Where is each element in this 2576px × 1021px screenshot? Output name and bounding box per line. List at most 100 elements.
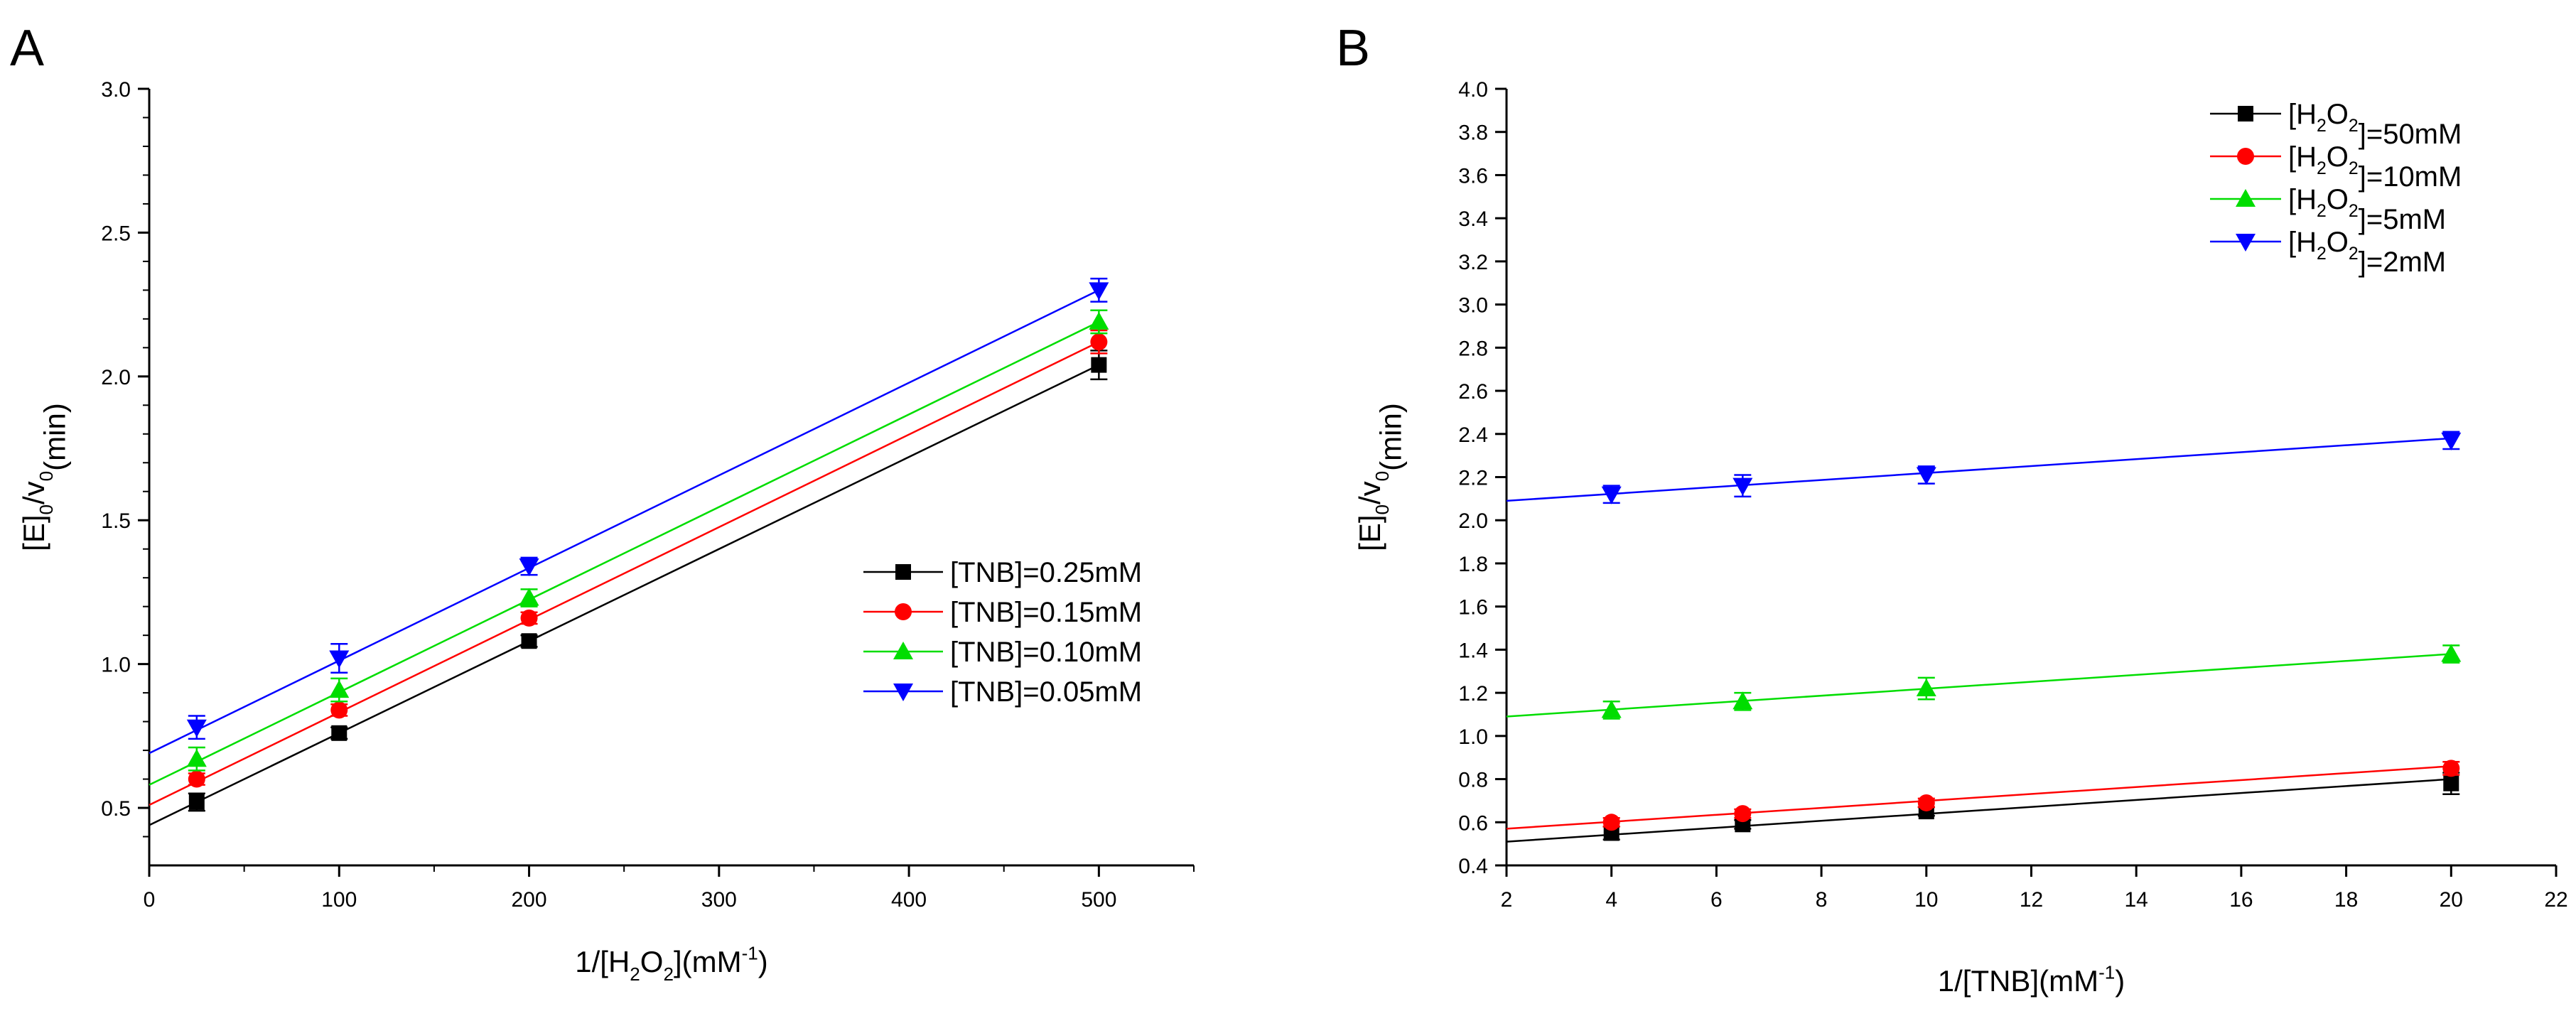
label-part-sub2: 0: [1371, 471, 1393, 481]
label-part-mid: O: [2327, 227, 2349, 258]
data-point: [329, 680, 350, 698]
label-part-sup: -1: [742, 942, 758, 963]
label-part-end: ]=10mM: [2359, 161, 2462, 193]
legend-marker: [893, 642, 913, 659]
legend-label: [TNB]=0.10mM: [950, 637, 1142, 668]
y-tick-label: 2.5: [101, 222, 131, 245]
y-tick-label: 0.6: [1458, 811, 1488, 835]
legend-label: [H2O2]=5mM: [2288, 184, 2446, 235]
series-2: [149, 329, 1108, 806]
label-part-end: ): [2115, 964, 2125, 998]
x-tick-label: 22: [2544, 888, 2567, 912]
label-part-sub2: 2: [2349, 159, 2359, 178]
panel-label: A: [10, 20, 44, 77]
x-tick-label: 4: [1605, 888, 1617, 912]
legend: [TNB]=0.25mM [TNB]=0.15mM [TNB]=0.10mM [TNB…: [863, 557, 1142, 708]
fit-line: [149, 320, 1099, 786]
x-tick-label: 0: [144, 888, 156, 912]
x-tick-label: 2: [1501, 888, 1513, 912]
fit-line: [149, 364, 1099, 826]
label-part-mid: O: [2327, 141, 2349, 173]
label-part-base: [H: [2288, 184, 2317, 215]
label-part-sub1: 2: [2317, 117, 2327, 136]
label-part-base: [E]: [1353, 514, 1386, 551]
data-point: [1917, 794, 1935, 811]
y-tick-label: 3.0: [101, 78, 131, 102]
data-point: [2441, 432, 2462, 450]
legend-marker: [2237, 148, 2254, 165]
legend-marker: [2238, 106, 2253, 121]
x-tick-label: 14: [2125, 888, 2148, 912]
legend: [H2O2]=50mM[H2O2]=10mM[H2O2]=5mM[H2O2]=2…: [2210, 99, 2462, 278]
data-point: [519, 558, 539, 576]
data-point: [520, 609, 538, 627]
legend-label: [TNB]=0.05mM: [950, 676, 1142, 708]
y-tick-label: 3.6: [1458, 164, 1488, 188]
label-part-base: [H: [2288, 99, 2317, 130]
data-point: [1916, 467, 1936, 485]
x-tick-label: 12: [2020, 888, 2043, 912]
data-point: [2443, 775, 2459, 792]
data-point: [330, 701, 348, 719]
y-tick-label: 0.5: [101, 797, 131, 821]
legend-marker: [895, 603, 912, 620]
data-point: [1916, 679, 1936, 697]
label-part-sub1: 0: [1371, 504, 1393, 514]
data-point: [2442, 760, 2460, 777]
data-point: [1601, 486, 1622, 504]
label-part-sub1: 2: [2317, 244, 2327, 264]
label-part-sub1: 2: [630, 963, 640, 985]
label-part-base: [H: [2288, 227, 2317, 258]
panel-label: B: [1336, 20, 1370, 77]
legend-label: [H2O2]=50mM: [2288, 99, 2462, 150]
x-tick-label: 8: [1816, 888, 1828, 912]
data-point: [329, 650, 350, 669]
label-part-mid: /v: [17, 481, 50, 504]
label-part-sub2: 2: [663, 963, 673, 985]
data-point: [186, 749, 207, 767]
fit-line: [1506, 653, 2452, 718]
y-tick-label: 2.0: [1458, 509, 1488, 533]
data-point: [1089, 311, 1109, 330]
y-tick-label: 3.2: [1458, 251, 1488, 274]
data-point: [188, 770, 205, 788]
label-part-end: ]=5mM: [2359, 204, 2446, 235]
x-tick-label: 16: [2229, 888, 2253, 912]
label-part-base: [TNB]=0.10mM: [950, 637, 1142, 668]
x-axis-title: 1/[H2O2](mM-1): [575, 942, 767, 984]
label-part-mid: O: [2327, 184, 2349, 215]
data-point: [1734, 805, 1752, 823]
data-point: [519, 588, 539, 606]
y-axis-title: [E]0/v0(min): [1353, 403, 1407, 551]
x-tick-label: 300: [701, 888, 737, 912]
x-tick-label: 18: [2334, 888, 2358, 912]
y-tick-label: 1.4: [1458, 639, 1488, 662]
label-part-sup: -1: [2098, 961, 2115, 983]
label-part-sub1: 0: [36, 504, 57, 514]
series-4: [1506, 431, 2462, 504]
label-part-end: ]=50mM: [2359, 119, 2462, 150]
x-tick-label: 500: [1081, 888, 1116, 912]
label-part-base: [TNB]=0.15mM: [950, 597, 1142, 628]
label-part-base: [E]: [17, 514, 50, 551]
legend-label: [TNB]=0.15mM: [950, 597, 1142, 628]
legend-marker: [2236, 234, 2256, 252]
data-point: [186, 719, 207, 738]
legend-marker: [895, 564, 911, 580]
fit-line: [149, 289, 1099, 755]
data-point: [521, 633, 537, 649]
x-tick-label: 6: [1710, 888, 1723, 912]
label-part-end: (min): [38, 403, 71, 471]
label-part-mid: O: [2327, 99, 2349, 130]
label-part-sub1: 2: [2317, 202, 2327, 221]
series-4: [149, 277, 1109, 755]
y-tick-label: 3.8: [1458, 121, 1488, 145]
y-tick-label: 3.4: [1458, 207, 1488, 231]
y-tick-label: 4.0: [1458, 78, 1488, 102]
series-1: [149, 350, 1108, 826]
y-tick-label: 2.4: [1458, 423, 1488, 447]
y-tick-label: 1.8: [1458, 553, 1488, 576]
fit-line: [1506, 765, 2452, 830]
label-part-sub2: 2: [2349, 244, 2359, 264]
fit-line: [149, 341, 1099, 806]
